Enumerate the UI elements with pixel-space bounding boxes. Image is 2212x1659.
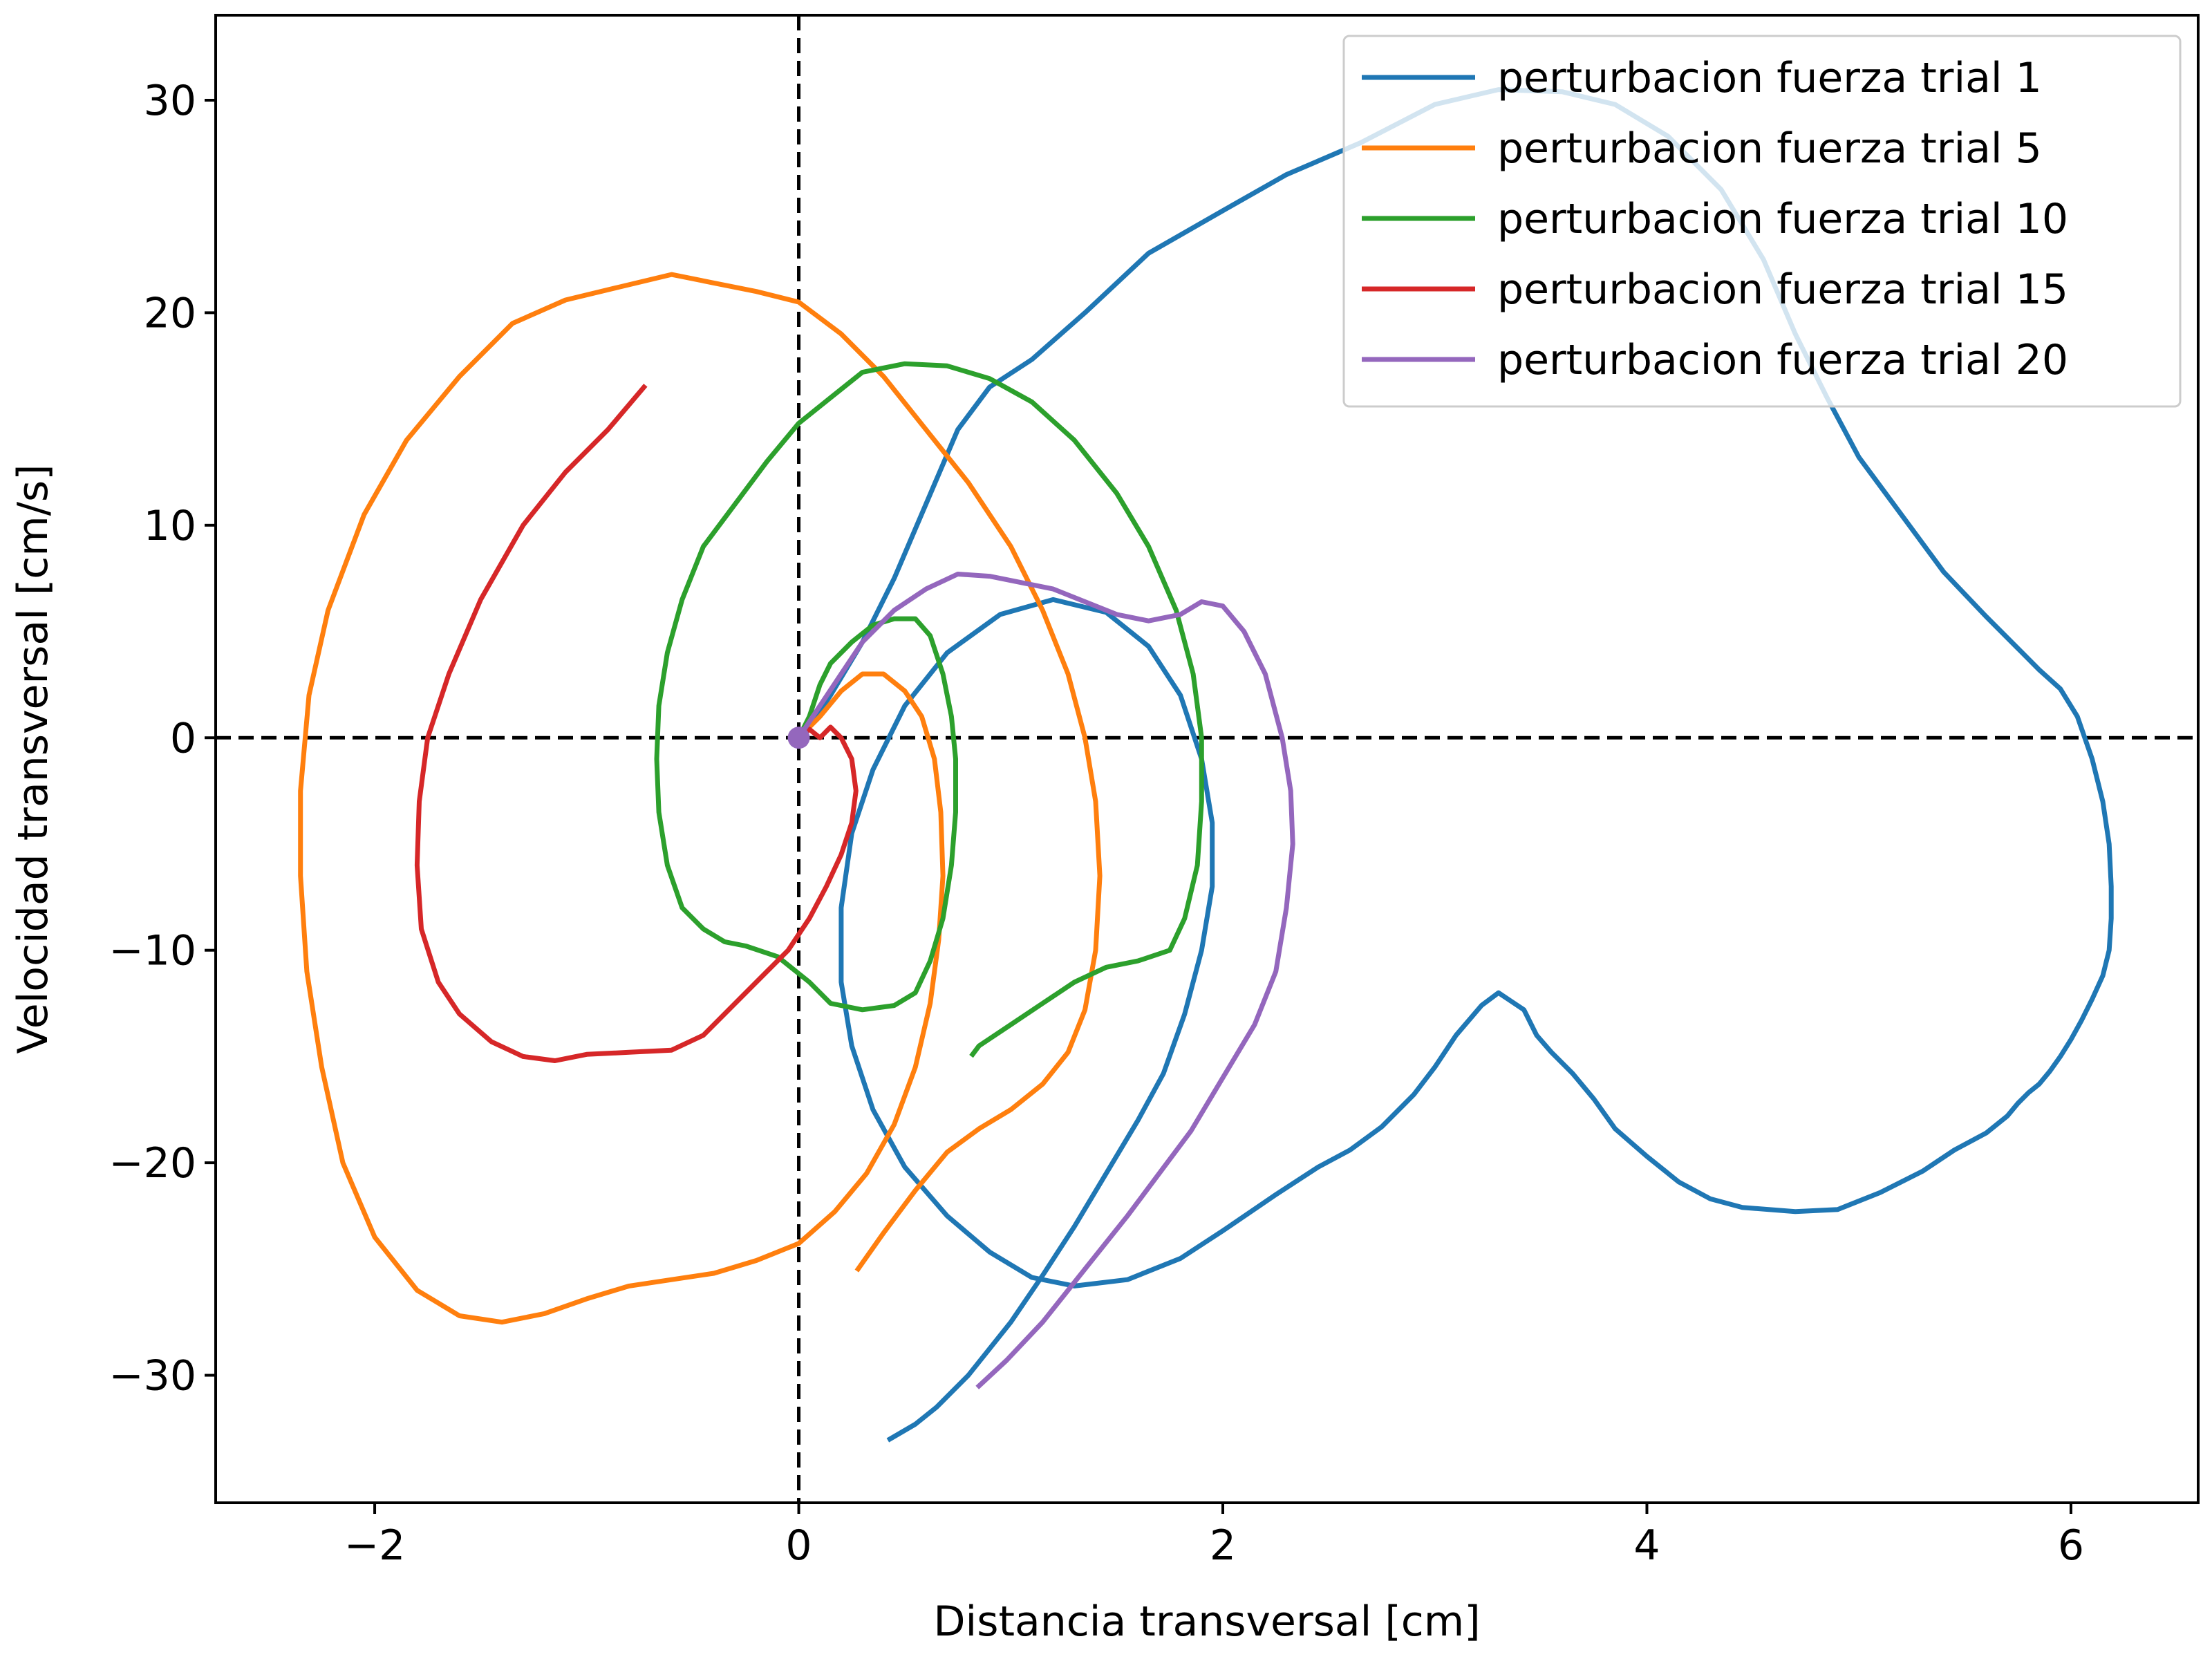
legend-label-trial-3: perturbacion fuerza trial 10: [1497, 195, 2068, 243]
legend-label-trial-2: perturbacion fuerza trial 5: [1497, 124, 2042, 173]
y-tick-label: 30: [144, 77, 196, 125]
legend: perturbacion fuerza trial 1 perturbacion …: [1342, 35, 2182, 408]
marker-layer: [787, 727, 810, 749]
legend-label-trial-4: perturbacion fuerza trial 15: [1497, 265, 2068, 314]
y-axis-label: Velocidad transversal [cm/s]: [9, 464, 57, 1053]
x-tick-label: 6: [2058, 1521, 2084, 1570]
y-tick-label: 0: [170, 714, 196, 762]
y-tick-label: 10: [144, 502, 196, 550]
x-axis-ticks: −2 0 2 4 6: [344, 1503, 2084, 1570]
x-tick-label: 4: [1633, 1521, 1660, 1570]
legend-label-trial-1: perturbacion fuerza trial 1: [1497, 54, 2042, 102]
series-line-trial-5: [795, 572, 1295, 1389]
plot-frame: [214, 14, 2200, 1504]
y-axis-ticks: −30 −20 −10 0 10 20 30: [109, 77, 216, 1400]
start-point-marker: [787, 727, 810, 749]
legend-box: [1342, 35, 2182, 408]
series-line-trial-2: [298, 272, 1103, 1325]
series-line-trial-3: [654, 361, 1204, 1058]
series-line-trial-4: [414, 384, 859, 1063]
legend-label-trial-5: perturbacion fuerza trial 20: [1497, 336, 2068, 384]
y-tick-label: 20: [144, 289, 196, 337]
x-tick-label: 2: [1210, 1521, 1236, 1570]
y-tick-label: −30: [109, 1352, 196, 1400]
x-tick-label: 0: [785, 1521, 812, 1570]
reference-lines: [216, 15, 2198, 1503]
x-axis-label: Distancia transversal [cm]: [933, 1597, 1480, 1646]
y-tick-label: −10: [109, 927, 196, 975]
x-tick-label: −2: [344, 1521, 405, 1570]
y-tick-label: −20: [109, 1139, 196, 1188]
